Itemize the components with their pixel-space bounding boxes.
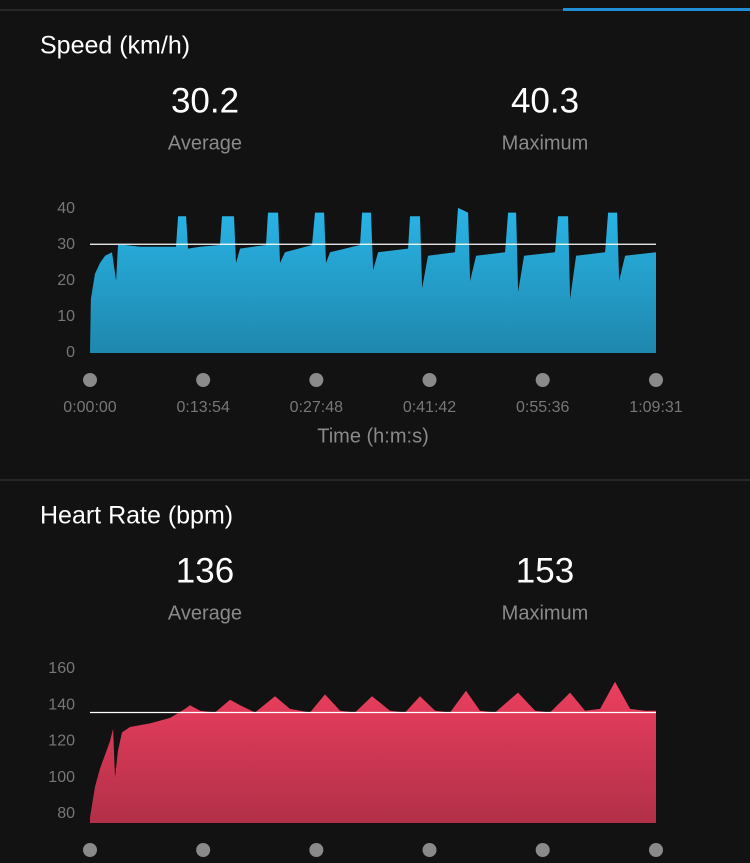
maximum-value: 153 (516, 551, 574, 590)
average-value: 136 (176, 551, 234, 590)
x-tick-dot (649, 843, 663, 857)
average-label: Average (168, 602, 242, 624)
y-tick-label: 30 (57, 236, 75, 253)
x-tick-label: 0:55:36 (516, 399, 569, 416)
average-label: Average (168, 132, 242, 154)
x-axis-label: Time (h:m:s) (317, 425, 428, 447)
x-tick-dot (83, 843, 97, 857)
maximum-value: 40.3 (511, 81, 579, 120)
x-tick-dot (309, 373, 324, 387)
section-title: Speed (km/h) (40, 32, 190, 60)
y-tick-label: 100 (48, 769, 75, 786)
area-shade (90, 681, 656, 823)
y-tick-label: 40 (57, 200, 75, 217)
maximum-label: Maximum (502, 602, 589, 624)
x-tick-label: 0:13:54 (176, 399, 229, 416)
x-tick-label: 0:41:42 (403, 399, 456, 416)
tab-indicator (563, 8, 750, 11)
y-tick-label: 140 (48, 696, 75, 713)
y-tick-label: 80 (57, 805, 75, 822)
y-tick-label: 120 (48, 733, 75, 750)
x-tick-dot (309, 843, 324, 857)
x-tick-dot (196, 843, 211, 857)
x-tick-label: 0:00:00 (63, 399, 116, 416)
x-tick-dot (535, 843, 550, 857)
x-tick-label: 0:27:48 (290, 399, 343, 416)
y-tick-label: 0 (66, 344, 75, 361)
average-value: 30.2 (171, 81, 239, 120)
x-tick-label: 1:09:31 (629, 399, 682, 416)
x-tick-dot (535, 373, 550, 387)
x-tick-dot (83, 373, 97, 387)
x-tick-dot (422, 373, 437, 387)
section-title: Heart Rate (bpm) (40, 502, 233, 530)
x-tick-dot (196, 373, 211, 387)
y-tick-label: 10 (57, 308, 75, 325)
y-tick-label: 20 (57, 272, 75, 289)
x-tick-dot (422, 843, 437, 857)
y-tick-label: 160 (48, 660, 75, 677)
x-tick-dot (649, 373, 663, 387)
maximum-label: Maximum (502, 132, 589, 154)
